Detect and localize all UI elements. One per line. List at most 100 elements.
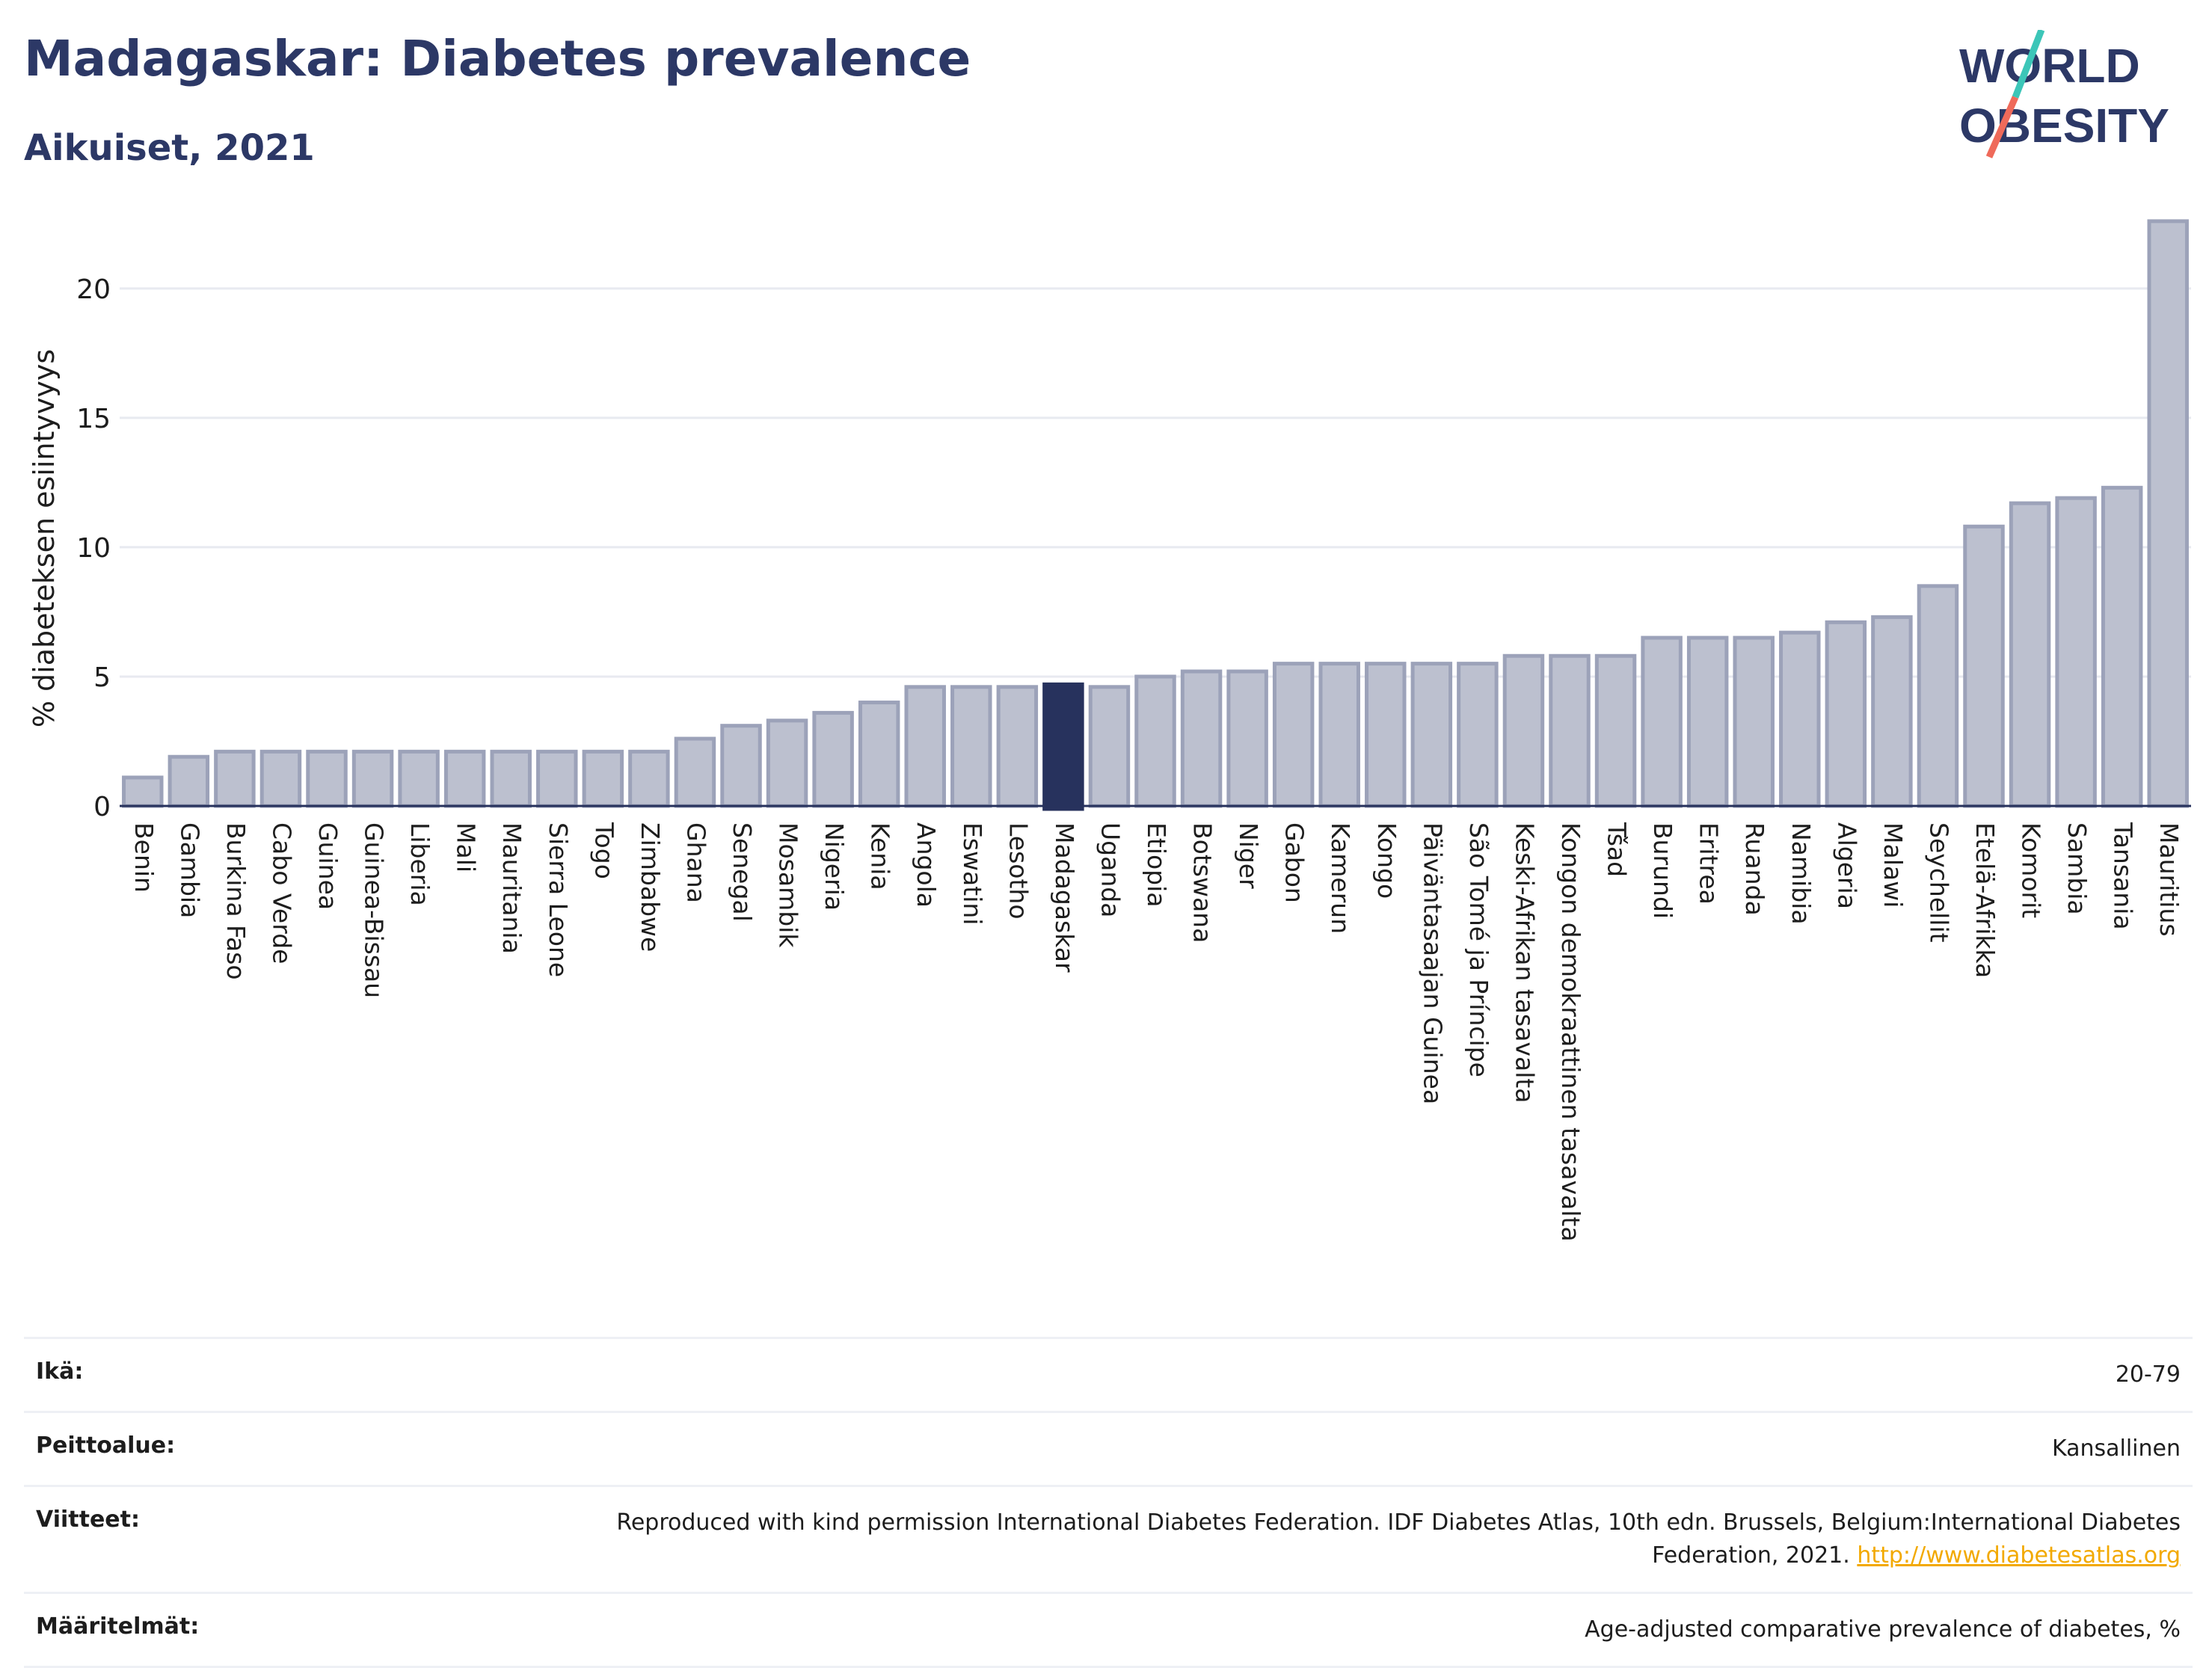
x-tick-label: Senegal (728, 822, 757, 922)
x-tick-label: Benin (129, 822, 159, 893)
bar-kongon-demokraattinen-tasavalta (1549, 653, 1591, 808)
bar-namibia (1779, 630, 1821, 808)
x-tick-label: Lesotho (1004, 822, 1033, 920)
x-tick-label: Etiopia (1142, 822, 1171, 908)
bar-algeria (1825, 620, 1867, 808)
x-tick-label: Päiväntasaajan Guinea (1418, 822, 1447, 1104)
meta-key: Määritelmät: (36, 1613, 200, 1640)
bar-eritrea (1686, 635, 1729, 808)
bar-mauritania (490, 749, 532, 808)
y-tick-label: 15 (76, 404, 111, 434)
bar-burundi (1641, 635, 1683, 808)
x-tick-label: Eritrea (1695, 822, 1724, 905)
y-tick-label: 20 (76, 274, 111, 305)
bar-ghana (674, 736, 716, 808)
x-tick-label: Sambia (2062, 822, 2092, 915)
x-tick-label: Ruanda (1740, 822, 1769, 916)
bar-niger (1226, 669, 1268, 808)
bar-etel-afrikka (1963, 524, 2005, 808)
bar-mauritius (2147, 219, 2189, 808)
bar-madagaskar (1042, 682, 1084, 811)
bar-seychellit (1917, 584, 1959, 808)
bar-burkina-faso (214, 749, 256, 808)
bar-lesotho (996, 685, 1039, 808)
y-axis-label: % diabeteksen esiintyvyys (28, 349, 61, 727)
y-axis: 0 5 10 15 20 (76, 274, 111, 822)
bar-nigeria (812, 710, 854, 808)
reference-text: Reproduced with kind permission Internat… (616, 1509, 2181, 1569)
bar-zimbabwe (628, 749, 670, 808)
x-tick-label: Angola (912, 822, 941, 908)
x-tick-label: Mali (452, 822, 481, 873)
reference-link[interactable]: http://www.diabetesatlas.org (1857, 1542, 2181, 1569)
bar-s-o-tom-ja-pr-ncipe (1457, 662, 1499, 808)
x-tick-label: Gambia (175, 822, 204, 918)
meta-value: Age-adjusted comparative prevalence of d… (1585, 1616, 2181, 1643)
x-tick-label: Seychellit (1924, 822, 1953, 943)
x-tick-label: Niger (1234, 822, 1263, 889)
x-tick-label: Madagaskar (1050, 822, 1079, 973)
bar-eswatini (950, 685, 992, 808)
x-tick-label: Algeria (1832, 822, 1861, 909)
bar-senegal (720, 724, 762, 808)
bar-guinea-bissau (351, 749, 394, 808)
x-tick-label: Malawi (1878, 822, 1908, 908)
bar-keski-afrikan-tasavalta (1502, 653, 1545, 808)
meta-value: 20-79 (2115, 1361, 2181, 1388)
x-tick-label: Eswatini (958, 822, 987, 925)
x-tick-label: Liberia (405, 822, 434, 906)
x-tick-label: Keski-Afrikan tasavalta (1510, 822, 1539, 1104)
meta-row-age: Ikä: 20-79 (24, 1337, 2193, 1411)
x-tick-label: Guinea (313, 822, 342, 910)
x-tick-label: Botswana (1188, 822, 1217, 943)
bar-benin (122, 775, 164, 808)
page-title: Madagaskar: Diabetes prevalence (24, 30, 971, 87)
x-tick-label: Cabo Verde (267, 822, 296, 964)
meta-row-coverage: Peittoalue: Kansallinen (24, 1411, 2193, 1485)
meta-row-definitions: Määritelmät: Age-adjusted comparative pr… (24, 1592, 2193, 1668)
bar-togo (582, 749, 624, 808)
bar-malawi (1871, 615, 1913, 808)
meta-row-references: Viitteet: Reproduced with kind permissio… (24, 1485, 2193, 1592)
meta-key: Peittoalue: (36, 1432, 176, 1459)
x-tick-label: Guinea-Bissau (360, 822, 389, 998)
metadata-table: Ikä: 20-79 Peittoalue: Kansallinen Viitt… (24, 1337, 2193, 1668)
y-tick-label: 10 (76, 533, 111, 564)
bar-tansania (2101, 485, 2143, 808)
x-tick-label: Burundi (1648, 822, 1677, 919)
x-tick-label: São Tomé ja Príncipe (1464, 822, 1493, 1077)
x-tick-label: Mauritius (2154, 822, 2184, 937)
y-tick-label: 0 (93, 792, 111, 822)
bar-sambia (2055, 496, 2097, 808)
meta-key: Viitteet: (36, 1507, 140, 1533)
meta-key: Ikä: (36, 1358, 84, 1385)
y-tick-label: 5 (93, 662, 111, 693)
bar-p-iv-ntasaajan-guinea (1410, 662, 1453, 808)
x-tick-label: Nigeria (820, 822, 849, 911)
bar-gambia (168, 754, 210, 808)
bar-ruanda (1733, 635, 1775, 808)
x-tick-label: Zimbabwe (636, 822, 665, 952)
x-tick-label: Burkina Faso (221, 822, 251, 980)
x-tick-label: Ghana (681, 822, 710, 903)
bar-kenia (858, 701, 900, 808)
x-tick-label: Mauritania (497, 822, 526, 954)
x-tick-label: Namibia (1787, 822, 1816, 925)
x-tick-label: Gabon (1280, 822, 1309, 903)
x-axis-labels: Benin Gambia Burkina Faso Cabo Verde Guinea G… (129, 822, 2184, 1242)
x-tick-label: Komorit (2017, 822, 2046, 918)
bar-kamerun (1318, 662, 1360, 808)
x-tick-label: Mosambik (774, 822, 803, 948)
x-tick-label: Etelä-Afrikka (1970, 822, 2000, 978)
bar-etiopia (1134, 674, 1176, 808)
meta-value-references: Reproduced with kind permission Internat… (535, 1507, 2193, 1572)
bar-gabon (1272, 662, 1315, 808)
bar-mosambik (766, 718, 808, 808)
x-tick-label: Kenia (866, 822, 895, 890)
x-tick-label: Togo (589, 822, 618, 879)
bar-uganda (1088, 685, 1131, 808)
page-subtitle: Aikuiset, 2021 (24, 127, 315, 169)
bar-liberia (398, 749, 440, 808)
bar-chart: 0 5 10 15 20 Benin Gambia Burkina Faso Cabo Ver… (28, 219, 2191, 1242)
bars (122, 219, 2189, 811)
